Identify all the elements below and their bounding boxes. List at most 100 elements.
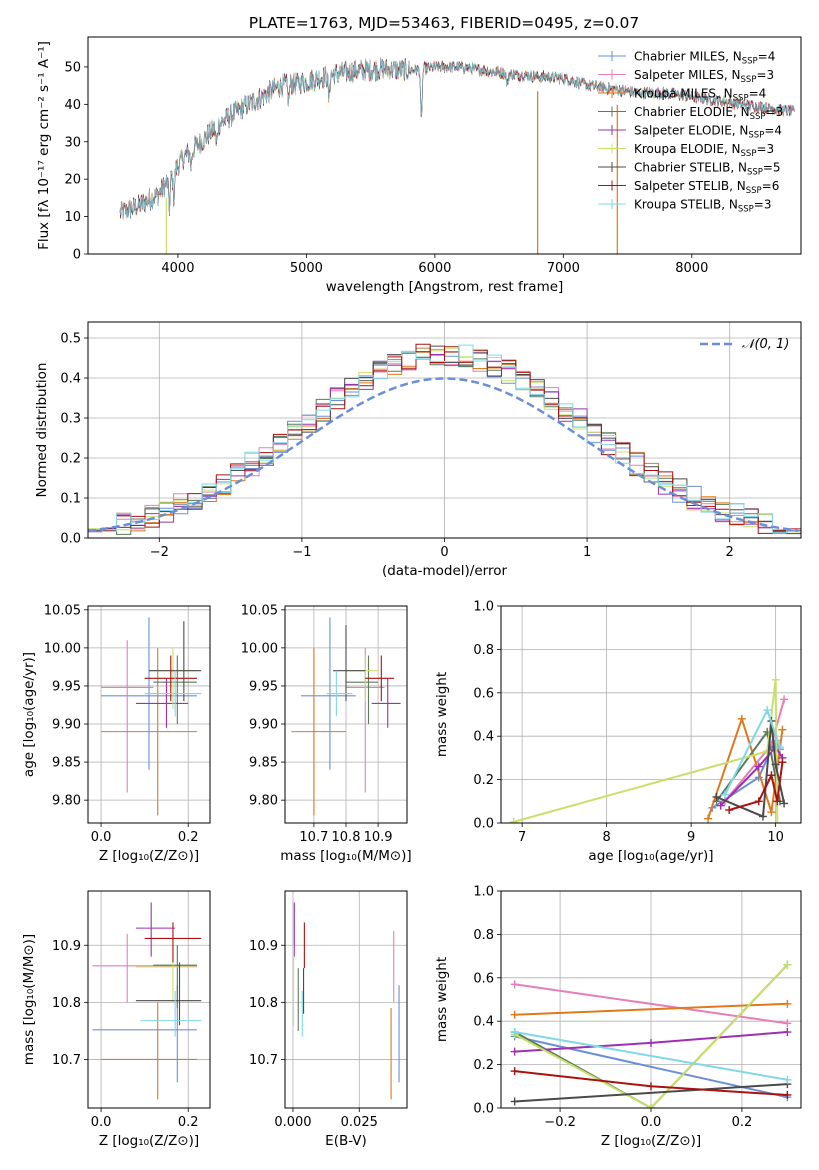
x-tick-label: 0.025 (341, 1115, 378, 1130)
figure-title: PLATE=1763, MJD=53463, FIBERID=0495, z=0… (249, 14, 639, 32)
x-tick-label: 10.7 (299, 830, 328, 845)
x-tick-label: 0 (440, 545, 448, 560)
y-tick-label: 0 (73, 248, 81, 263)
y-tick-label: 0.4 (473, 1015, 494, 1030)
x-tick-label: 10 (767, 830, 784, 845)
y-tick-label: 9.95 (52, 679, 81, 694)
weight-point-kroupa-miles (783, 999, 792, 1008)
weight-point-kroupa-miles (778, 725, 787, 734)
x-tick-label: 0.0 (91, 830, 112, 845)
plot-area (88, 343, 801, 535)
y-tick-label: 9.95 (249, 679, 278, 694)
y-tick-label: 10.8 (52, 996, 81, 1011)
x-tick-label: 9 (687, 830, 695, 845)
weight-point-salpeter-stelib (767, 771, 776, 780)
legend-label-kroupa-miles: Kroupa MILES, NSSP=4 (634, 87, 766, 104)
y-tick-label: 10.00 (44, 641, 81, 656)
weight-point-salpeter-stelib (725, 805, 734, 814)
y-tick-label: 0.0 (473, 817, 494, 832)
weight-point-salpeter-miles (780, 695, 789, 704)
panel-age-vs-mass: 10.7 10.8 10.9 9.80 9.85 9.90 9.95 10.00 10.05 ma… (241, 603, 412, 864)
weight-line-kroupa-elodie (514, 964, 789, 1108)
x-axis-label: wavelength [Angstrom, rest frame] (326, 279, 564, 295)
y-tick-label: 9.80 (249, 794, 278, 809)
panel-mass-vs-Z: 0.0 0.2 10.7 10.8 10.9 Z [log₁₀(Z/Z⊙)] mass [l… (21, 890, 211, 1149)
panel-weight-vs-age: 7 8 9 10 0.0 0.2 0.4 0.6 0.8 1.0 age [log₁₀(age/yr… (434, 600, 802, 864)
legend-label-gaussian: 𝒩(0, 1) (742, 337, 789, 352)
y-tick-label: 0.6 (473, 686, 494, 701)
plot-area (119, 57, 795, 254)
histogram-kroupa-stelib (88, 344, 801, 534)
weight-point-chabrier-stelib (510, 1097, 519, 1106)
x-tick-label: 5000 (290, 261, 323, 276)
y-tick-label: 9.85 (249, 756, 278, 771)
weight-point-kroupa-elodie (771, 675, 780, 684)
y-tick-label: 0.4 (60, 372, 81, 387)
weight-point-salpeter-stelib (754, 797, 763, 806)
x-axis-label: E(B-V) (325, 1133, 367, 1149)
weight-point-salpeter-elodie (647, 1038, 655, 1047)
y-tick-label: 0.4 (473, 730, 494, 745)
y-tick-label: 0.6 (473, 971, 494, 986)
y-tick-label: 0.8 (473, 928, 494, 943)
y-tick-label: 40 (64, 98, 81, 113)
weight-point-chabrier-stelib (758, 812, 767, 821)
weight-point-kroupa-elodie (509, 817, 518, 823)
y-tick-label: 0.3 (60, 412, 81, 427)
spectrum-line-chabrier-elodie (119, 58, 795, 219)
histogram-salpeter-stelib (88, 343, 801, 534)
x-tick-label: 7 (518, 830, 526, 845)
y-tick-label: 0.2 (473, 773, 494, 788)
legend-label-kroupa-stelib: Kroupa STELIB, NSSP=3 (634, 198, 772, 215)
x-tick-label: 6000 (418, 261, 451, 276)
weight-point-kroupa-elodie (773, 819, 782, 823)
plot-area (509, 675, 789, 823)
legend-label-salpeter-miles: Salpeter MILES, NSSP=3 (634, 68, 774, 85)
spectrum-line-chabrier-stelib (119, 58, 795, 219)
weight-line-kroupa-miles (514, 1002, 788, 1016)
weight-point-chabrier-stelib (780, 799, 789, 808)
axes-frame (500, 605, 802, 824)
spectrum-line-kroupa-miles (119, 59, 795, 220)
axes-frame (500, 890, 802, 1109)
y-tick-label: 9.90 (249, 718, 278, 733)
y-tick-label: 10.7 (249, 1053, 278, 1068)
y-tick-label: 9.85 (52, 756, 81, 771)
x-axis-label: mass [log₁₀(M/M⊙)] (280, 848, 411, 864)
y-tick-label: 10.9 (52, 939, 81, 954)
weight-point-kroupa-elodie (647, 1104, 655, 1108)
weight-point-kroupa-miles (704, 814, 713, 823)
x-axis-label: Z [log₁₀(Z/Z⊙)] (601, 1133, 701, 1149)
axes-frame (87, 890, 211, 1109)
y-tick-label: 0.2 (473, 1058, 494, 1073)
weight-point-kroupa-miles (767, 808, 776, 817)
weight-line-chabrier-stelib (514, 1083, 788, 1103)
panel-spectrum: 4000 5000 6000 7000 8000 0 10 20 30 40 50 wavelengt… (36, 36, 802, 295)
weight-point-kroupa-miles (737, 714, 746, 723)
plot-area (291, 617, 401, 816)
weight-point-chabrier-stelib (771, 760, 780, 769)
axes-frame (87, 36, 802, 255)
x-tick-label: −2 (150, 545, 169, 560)
weight-point-kroupa-elodie (783, 960, 792, 969)
y-axis-label: Normed distribution (34, 363, 50, 498)
x-tick-label: 0.0 (641, 1115, 662, 1130)
y-tick-label: 10.00 (241, 641, 278, 656)
weight-point-kroupa-stelib (510, 1028, 519, 1037)
y-tick-label: 0.8 (473, 643, 494, 658)
y-axis-label: age [log₁₀(age/yr)] (21, 652, 37, 777)
weight-point-kroupa-miles (510, 1010, 519, 1019)
axes-frame (284, 890, 408, 1109)
y-tick-label: 10.7 (52, 1053, 81, 1068)
weight-line-kroupa-elodie (513, 679, 779, 823)
y-tick-label: 1.0 (473, 600, 494, 615)
y-axis-label: mass weight (434, 957, 450, 1042)
axes-frame (284, 605, 408, 824)
y-tick-label: 30 (64, 135, 81, 150)
plot-area (292, 902, 400, 1100)
y-tick-label: 0.0 (473, 1102, 494, 1117)
x-tick-label: 0.0 (91, 1115, 112, 1130)
weight-line-salpeter-elodie (719, 745, 784, 807)
